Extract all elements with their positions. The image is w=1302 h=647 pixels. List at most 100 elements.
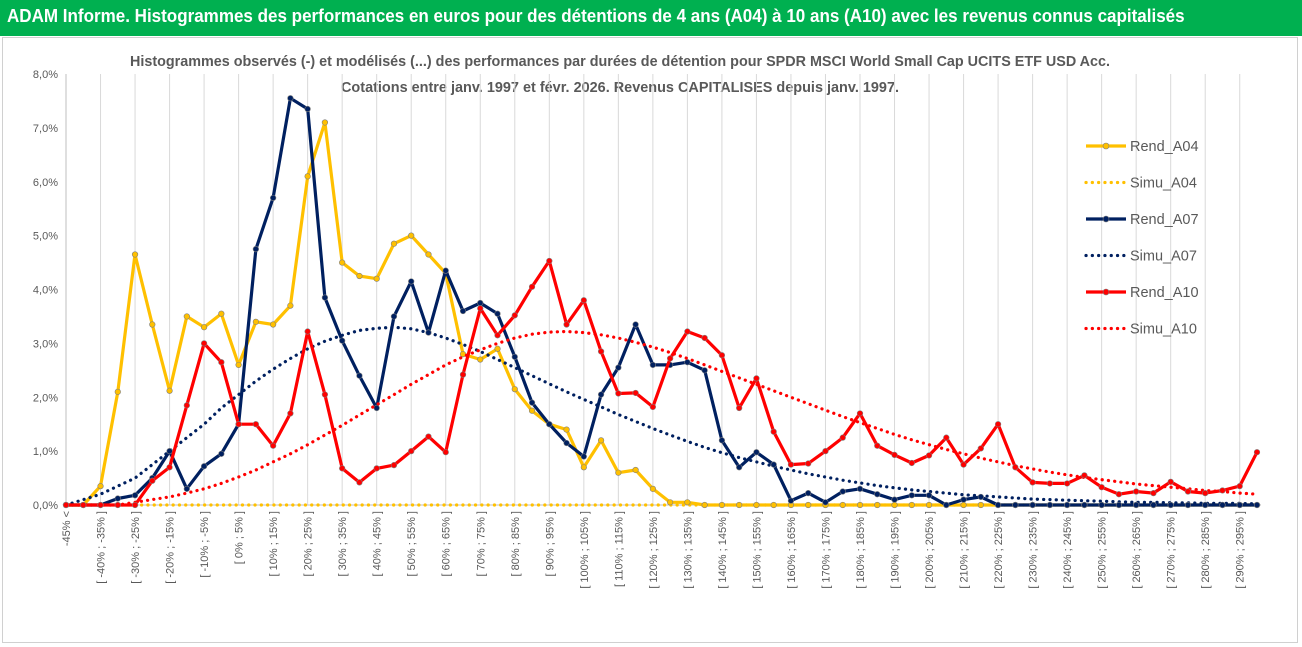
series-line <box>64 325 1259 507</box>
data-point <box>356 479 363 486</box>
data-point <box>822 448 829 455</box>
data-point <box>270 194 277 202</box>
legend-item-simu-a07: Simu_A07 <box>1084 249 1197 265</box>
chart-subtitle: Cotations entre janv. 1997 et févr. 2026… <box>341 80 899 96</box>
series-simu-a07 <box>64 325 1259 507</box>
data-point <box>356 272 363 280</box>
data-point <box>321 294 329 301</box>
data-point <box>511 353 518 360</box>
data-point <box>805 501 812 509</box>
data-point <box>1029 501 1036 509</box>
data-point <box>304 105 311 113</box>
legend-item-rend-a04: Rend_A04 <box>1086 139 1199 155</box>
data-point <box>546 421 553 428</box>
data-point <box>494 310 501 317</box>
data-point <box>408 448 415 455</box>
data-point <box>442 267 449 274</box>
data-point <box>977 445 984 452</box>
data-point <box>1133 488 1140 495</box>
legend-label: Rend_A10 <box>1130 285 1199 301</box>
data-point <box>839 488 846 495</box>
x-tick-label: [ -20% ; -15% ] <box>165 511 177 584</box>
data-point <box>822 499 829 506</box>
data-point <box>925 452 933 459</box>
x-tick-label: [ 170% ; 175% ] <box>820 511 832 589</box>
data-point <box>1098 484 1105 491</box>
series-simu-a10 <box>64 329 1259 507</box>
data-point <box>304 173 311 180</box>
data-point <box>183 485 190 492</box>
data-point <box>1029 479 1036 486</box>
data-point <box>908 492 915 499</box>
y-tick-label: 2,0% <box>33 392 58 404</box>
data-point <box>459 307 467 315</box>
legend-item-rend-a10: Rend_A10 <box>1086 285 1199 301</box>
data-point <box>1202 490 1209 497</box>
data-point <box>925 501 933 509</box>
legend-label: Rend_A04 <box>1130 139 1199 155</box>
legend-marker <box>1102 288 1110 296</box>
x-tick-label: [ 220% ; 225% ] <box>993 511 1005 589</box>
x-tick-label: [ 0% ; 5% ] <box>234 511 246 564</box>
data-point <box>149 477 156 484</box>
data-point <box>1253 501 1261 509</box>
data-point <box>805 460 812 467</box>
data-point <box>736 501 743 509</box>
data-point <box>787 461 795 468</box>
data-point <box>183 313 190 320</box>
data-point <box>908 459 915 467</box>
x-tick-label: [ 50% ; 55% ] <box>406 511 418 576</box>
data-point <box>649 361 656 369</box>
legend-item-rend-a07: Rend_A07 <box>1086 212 1199 228</box>
data-point <box>166 387 173 394</box>
x-tick-label: [ 90% ; 95% ] <box>544 511 556 576</box>
series-rend-a04 <box>62 119 1261 509</box>
data-point <box>528 407 536 414</box>
data-point <box>1167 478 1174 485</box>
data-point <box>632 466 639 474</box>
data-point <box>1219 501 1226 509</box>
data-point <box>1046 480 1053 487</box>
data-point <box>718 352 726 359</box>
data-point <box>960 501 967 509</box>
data-point <box>425 329 432 336</box>
series-line <box>66 259 1259 507</box>
data-point <box>1081 501 1088 509</box>
data-point <box>1150 490 1157 497</box>
data-point <box>874 491 881 498</box>
data-point <box>166 448 173 455</box>
data-point <box>1202 501 1209 509</box>
page-title: ADAM Informe. Histogrammes des performan… <box>7 5 1185 26</box>
data-point <box>718 501 726 509</box>
series-line <box>64 329 1259 507</box>
series-line <box>66 96 1257 507</box>
data-point <box>390 462 398 469</box>
data-point <box>580 464 587 471</box>
data-point <box>977 493 984 501</box>
data-point <box>287 410 294 417</box>
series-lines <box>62 95 1261 509</box>
data-point <box>753 449 760 456</box>
legend-label: Simu_A07 <box>1130 249 1197 265</box>
x-tick-label: [ 40% ; 45% ] <box>372 511 384 576</box>
data-point <box>615 390 622 397</box>
data-point <box>563 426 570 433</box>
data-point <box>235 421 242 428</box>
data-point <box>270 442 277 449</box>
data-point <box>1081 472 1088 479</box>
legend-label: Simu_A04 <box>1130 176 1197 192</box>
data-point <box>408 232 415 239</box>
legend-marker <box>1102 142 1110 150</box>
x-tick-label: [ 290% ; 295% ] <box>1235 511 1247 589</box>
header-bar: ADAM Informe. Histogrammes des performan… <box>0 0 1302 36</box>
data-point <box>511 312 518 319</box>
data-point <box>563 439 570 447</box>
data-point <box>546 257 553 265</box>
data-point <box>459 351 467 358</box>
data-point <box>166 464 173 471</box>
y-tick-label: 8,0% <box>33 69 58 81</box>
x-tick-label: [ -40% ; -35% ] <box>96 511 108 584</box>
data-point <box>1115 501 1123 509</box>
data-point <box>667 499 674 506</box>
x-tick-label: [ 280% ; 285% ] <box>1200 511 1212 589</box>
